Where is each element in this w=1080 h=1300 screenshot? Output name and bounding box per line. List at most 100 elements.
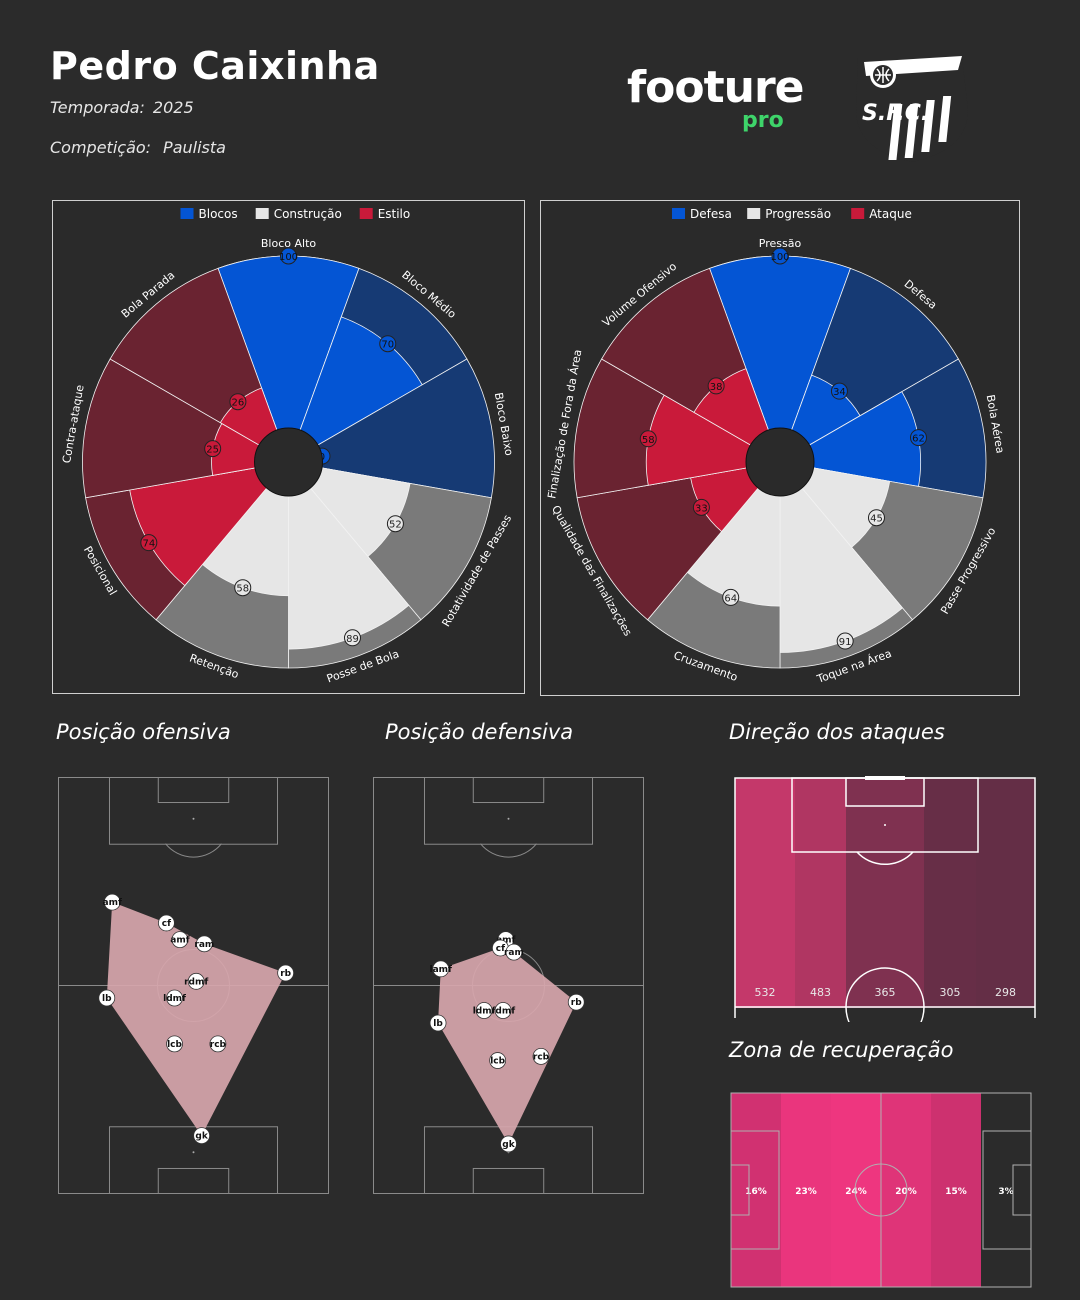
competition-value: Paulista [163,138,226,157]
recovery-cell-6 [981,1093,1031,1287]
competition-info: Competição: Paulista [50,138,226,157]
attack-direction-title: Direção dos ataques [729,720,945,744]
value-label-finalizacao-de-fora-da-area: 58 [642,435,655,446]
value-marker-volume-ofensivo [707,377,725,395]
value-label-retencao: 58 [236,584,249,595]
top-penalty-spot [507,817,510,820]
footure-pro-label: pro [742,108,784,133]
player-label-gk: gk [195,1132,208,1142]
player-label-rb: rb [571,998,582,1008]
recovery-value-5: 15% [945,1187,967,1197]
center-hole [254,427,323,497]
legend-ataque: Ataque [869,207,912,221]
recovery-value-3: 24% [845,1187,867,1197]
direction-cell-4 [924,778,976,1008]
legend-swatch-ataque [851,208,865,219]
value-label-cruzamento: 64 [724,593,737,604]
player-label-cf: cf [162,919,171,929]
direction-cell-3 [846,778,924,1008]
team-shape-hull [106,902,286,1136]
footure-logo: footure [627,62,804,113]
value-marker-defesa [830,382,848,400]
category-label-bloco-baixo: Bloco Baixo [492,391,516,456]
player-label-ldmf: ldmf [473,1007,496,1017]
player-marker-amf [171,931,189,949]
value-label-passe-progressivo: 45 [870,514,883,525]
value-marker-cruzamento [722,588,740,606]
value-label-bola-parada: 26 [232,398,245,409]
radar-panel-1: Blocos Construção Estilo 100 Bloco Alto 70 Blo… [52,200,525,694]
direction-cell-2 [795,778,846,1008]
recovery-zone-heatmap: 16% 23% 24% 20% 15% 3% [730,1092,1032,1288]
value-marker-finalizacao-de-fora-da-area [639,430,657,448]
top-penalty-arc [480,843,537,858]
value-marker-pressao [771,247,789,265]
direction-value-3: 365 [875,986,896,999]
player-label-rb: rb [280,969,291,979]
recovery-cell-5 [931,1093,981,1287]
value-marker-posse-de-bola [343,629,361,647]
player-label-rcb: rcb [533,1052,550,1062]
value-label-contra-ataque: 25 [206,445,219,456]
player-marker-lamf [432,960,450,978]
legend-swatch-blocos [180,208,194,219]
player-marker-amf [103,893,121,911]
recovery-cell-3 [831,1093,881,1287]
value-label-rotatividade-de-passes: 52 [389,520,402,531]
recovery-cell-2 [781,1093,831,1287]
category-label-pressao: Pressão [759,237,802,250]
top-penalty-arc [165,843,222,858]
value-marker-rotatividade-de-passes [386,515,404,533]
polar-chart-defesa: Defesa Progressão Ataque100Pressão34Defesa… [545,207,1006,686]
recovery-center-circle [854,1163,908,1217]
direction-penalty-arc [856,851,914,865]
player-marker-cf [158,914,175,932]
player-marker-lcb [489,1052,507,1069]
legend-construcao: Construção [274,207,342,221]
player-marker-rcb [532,1047,550,1065]
recovery-right-six-yard [1012,1164,1032,1216]
player-marker-rb [567,993,585,1011]
bottom-penalty-spot [192,1151,195,1154]
center-hole [745,427,815,497]
polar-chart-blocos: Blocos Construção Estilo 100 Bloco Alto 70 Blo… [60,207,516,685]
legend-swatch-progressao [747,208,761,219]
recovery-zone-title: Zona de recuperação [729,1038,954,1062]
direction-value-5: 298 [995,986,1016,999]
season-label: Temporada: [50,98,145,117]
player-label-lb: lb [102,994,112,1004]
player-marker-ldmf [166,989,183,1007]
player-label-rdmf: rdmf [491,1007,515,1017]
direction-value-4: 305 [940,986,961,999]
value-marker-posicional [140,534,158,552]
player-label-lcb: lcb [167,1040,182,1050]
value-label-toque-na-area: 91 [839,637,852,648]
category-label-bloco-alto: Bloco Alto [261,237,317,250]
recovery-cell-4 [881,1093,931,1287]
player-label-cf: cf [496,944,505,954]
value-marker-retencao [234,579,252,597]
recovery-left-six-yard [730,1164,750,1216]
player-marker-ldmf [475,1002,493,1019]
player-marker-lb [98,989,116,1007]
legend-blocos: Blocos [199,207,238,221]
radar-panel-2: Defesa Progressão Ataque 100 Pressão 34 Defesa… [540,200,1020,696]
slice-bg-bloco-baixo [287,358,495,499]
top-penalty-spot [192,817,195,820]
value-label-volume-ofensivo: 38 [710,382,723,393]
value-marker-contra-ataque [204,440,222,458]
top-penalty-box [423,777,594,845]
top-penalty-box [108,777,279,845]
legend-defesa: Defesa [690,207,732,221]
crest-monogram: S.F.C. [862,101,929,126]
top-six-yard-box [157,777,230,804]
player-marker-ram [195,935,213,953]
player-label-amf: amf [103,898,122,908]
recovery-value-1: 16% [745,1187,767,1197]
offensive-position-title: Posição ofensiva [56,720,231,744]
player-label-rdmf: rdmf [184,977,208,987]
value-label-bola-aerea: 62 [912,434,925,445]
legend-progressao: Progressão [765,207,831,221]
team-shape-hull [438,939,577,1144]
recovery-cell-1 [731,1093,781,1287]
